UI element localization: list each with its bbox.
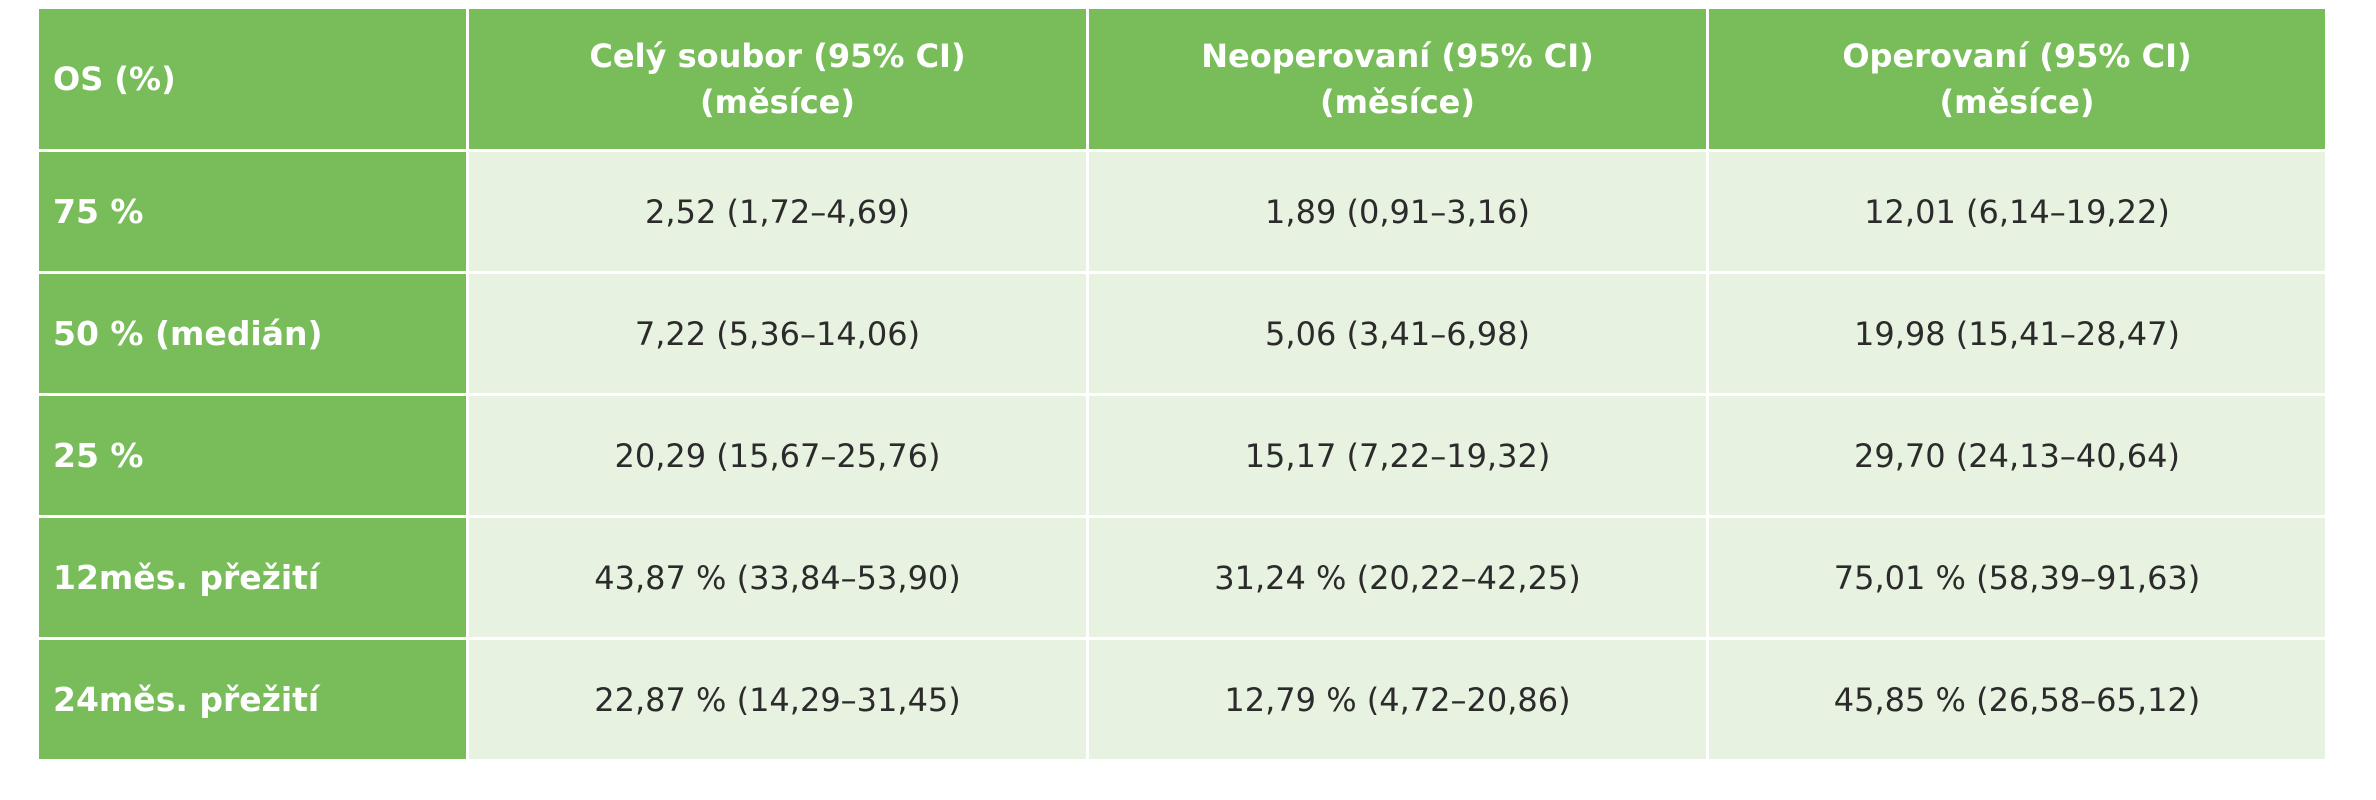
header-operated: Operovaní (95% CI) (měsíce) [1706,6,2328,152]
header-non-operated: Neoperovaní (95% CI) (měsíce) [1086,6,1709,152]
cell-25-whole-cohort: 20,29 (15,67–25,76) [466,393,1089,518]
cell-75-whole-cohort: 2,52 (1,72–4,69) [466,149,1089,274]
table-row: 25 % 20,29 (15,67–25,76) 15,17 (7,22–19,… [36,393,2328,518]
cell-12m-non-operated: 31,24 % (20,22–42,25) [1086,515,1709,640]
header-non-operated-line2: (měsíce) [1320,83,1475,121]
header-os-percent: OS (%) [36,6,469,152]
table-row: 12měs. přežití 43,87 % (33,84–53,90) 31,… [36,515,2328,640]
cell-50-whole-cohort: 7,22 (5,36–14,06) [466,271,1089,396]
cell-50-non-operated: 5,06 (3,41–6,98) [1086,271,1709,396]
header-whole-cohort: Celý soubor (95% CI) (měsíce) [466,6,1089,152]
cell-24m-operated: 45,85 % (26,58–65,12) [1706,637,2328,762]
table-body: 75 % 2,52 (1,72–4,69) 1,89 (0,91–3,16) 1… [36,149,2328,762]
cell-75-non-operated: 1,89 (0,91–3,16) [1086,149,1709,274]
table-row: 24měs. přežití 22,87 % (14,29–31,45) 12,… [36,637,2328,762]
header-os-percent-label: OS (%) [53,60,176,98]
survival-table-container: OS (%) Celý soubor (95% CI) (měsíce) Neo… [36,6,2328,762]
table-row: 75 % 2,52 (1,72–4,69) 1,89 (0,91–3,16) 1… [36,149,2328,274]
table-row: 50 % (medián) 7,22 (5,36–14,06) 5,06 (3,… [36,271,2328,396]
header-non-operated-line1: Neoperovaní (95% CI) [1201,37,1594,75]
cell-75-operated: 12,01 (6,14–19,22) [1706,149,2328,274]
header-operated-line2: (měsíce) [1939,83,2095,121]
cell-25-non-operated: 15,17 (7,22–19,32) [1086,393,1709,518]
header-row: OS (%) Celý soubor (95% CI) (měsíce) Neo… [36,6,2328,152]
cell-12m-operated: 75,01 % (58,39–91,63) [1706,515,2328,640]
header-whole-cohort-line2: (měsíce) [700,83,855,121]
survival-table: OS (%) Celý soubor (95% CI) (měsíce) Neo… [36,6,2328,762]
cell-12m-whole-cohort: 43,87 % (33,84–53,90) [466,515,1089,640]
row-label-12-month-survival: 12měs. přežití [36,515,469,640]
row-label-50-median: 50 % (medián) [36,271,469,396]
row-label-25: 25 % [36,393,469,518]
table-header: OS (%) Celý soubor (95% CI) (měsíce) Neo… [36,6,2328,152]
row-label-24-month-survival: 24měs. přežití [36,637,469,762]
cell-25-operated: 29,70 (24,13–40,64) [1706,393,2328,518]
header-whole-cohort-line1: Celý soubor (95% CI) [589,37,966,75]
cell-24m-non-operated: 12,79 % (4,72–20,86) [1086,637,1709,762]
cell-50-operated: 19,98 (15,41–28,47) [1706,271,2328,396]
cell-24m-whole-cohort: 22,87 % (14,29–31,45) [466,637,1089,762]
row-label-75: 75 % [36,149,469,274]
header-operated-line1: Operovaní (95% CI) [1842,37,2192,75]
